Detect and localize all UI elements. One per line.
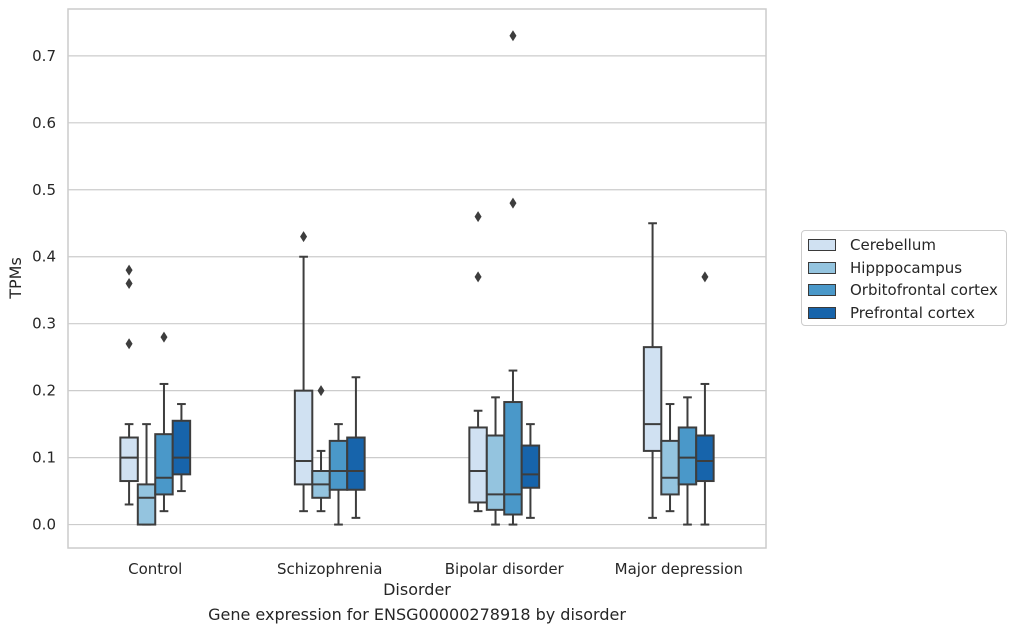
box-body: [695, 434, 715, 483]
box-body: [328, 439, 349, 491]
box-2-3: [328, 423, 349, 526]
box-body: [468, 426, 488, 504]
box-body: [677, 426, 698, 486]
outlier-point: [509, 30, 517, 42]
box-3-4: [520, 423, 541, 519]
outlier-point: [474, 211, 482, 223]
box-body: [660, 439, 680, 496]
x-tick-label: Major depression: [615, 560, 743, 578]
y-tick-label: 0.2: [32, 382, 56, 400]
outlier-point: [474, 271, 482, 283]
x-tick-label: Schizophrenia: [277, 560, 382, 578]
y-axis-label: TPMs: [6, 257, 25, 300]
box-body: [171, 419, 192, 476]
legend-swatch: [808, 261, 836, 274]
box-2-2: [311, 385, 331, 513]
outlier-point: [160, 331, 168, 343]
plot-frame: [67, 8, 767, 549]
y-tick-label: 0.3: [32, 315, 56, 333]
legend-item: Prefrontal cortex: [808, 303, 975, 323]
box-body: [503, 401, 523, 516]
y-tick-label: 0.0: [32, 516, 56, 534]
legend-item: Cerebellum: [808, 235, 936, 255]
outlier-point: [125, 338, 133, 350]
box-4-4: [695, 271, 715, 526]
x-axis-label: Disorder: [383, 580, 451, 599]
legend-label: Orbitofrontal cortex: [850, 281, 998, 299]
outlier-point: [509, 197, 517, 209]
box-groups: [119, 30, 715, 526]
y-tick-label: 0.1: [32, 449, 56, 467]
x-axis-ticks: Control Schizophrenia Bipolar disorder Majo…: [128, 560, 743, 578]
outlier-point: [317, 385, 325, 397]
box-body: [485, 434, 506, 511]
outlier-point: [300, 231, 308, 243]
legend-swatch: [808, 239, 836, 251]
box-4-1: [642, 222, 663, 519]
x-tick-label: Bipolar disorder: [445, 560, 565, 578]
box-1-3: [154, 331, 174, 513]
x-tick-label: Control: [128, 560, 182, 578]
box-4-2: [660, 403, 680, 513]
y-tick-label: 0.6: [32, 114, 56, 132]
box-body: [293, 389, 314, 486]
legend-label: Prefrontal cortex: [850, 303, 975, 322]
box-body: [642, 346, 663, 452]
figure-caption: Gene expression for ENSG00000278918 by d…: [208, 605, 626, 624]
legend-label: Cerebellum: [850, 236, 936, 254]
box-body: [136, 483, 157, 526]
box-3-1: [468, 211, 488, 513]
box-3-2: [485, 396, 506, 526]
y-axis-ticks: 0.0 0.1 0.2 0.3 0.4 0.5 0.6 0.7: [32, 47, 56, 534]
legend-item: Hipppocampus: [808, 258, 962, 278]
outlier-point: [125, 278, 133, 290]
box-body: [154, 433, 174, 496]
box-1-2: [136, 423, 157, 526]
box-body: [346, 436, 366, 491]
box-2-1: [293, 231, 314, 513]
box-2-4: [346, 376, 366, 519]
box-body: [520, 444, 541, 489]
outlier-point: [125, 264, 133, 276]
y-tick-label: 0.7: [32, 47, 56, 65]
box-3-3: [503, 30, 523, 526]
legend-swatch: [808, 306, 836, 319]
box-1-4: [171, 403, 192, 493]
y-tick-label: 0.5: [32, 181, 56, 199]
box-body: [119, 436, 139, 483]
legend-label: Hipppocampus: [850, 258, 963, 277]
box-4-3: [677, 396, 698, 526]
legend-item: Orbitofrontal cortex: [808, 280, 998, 300]
box-1-1: [119, 264, 139, 506]
legend-swatch: [808, 284, 836, 296]
y-tick-label: 0.4: [32, 248, 56, 266]
outlier-point: [701, 271, 709, 283]
legend: Cerebellum Hipppocampus Orbitofrontal cort…: [801, 230, 1007, 326]
